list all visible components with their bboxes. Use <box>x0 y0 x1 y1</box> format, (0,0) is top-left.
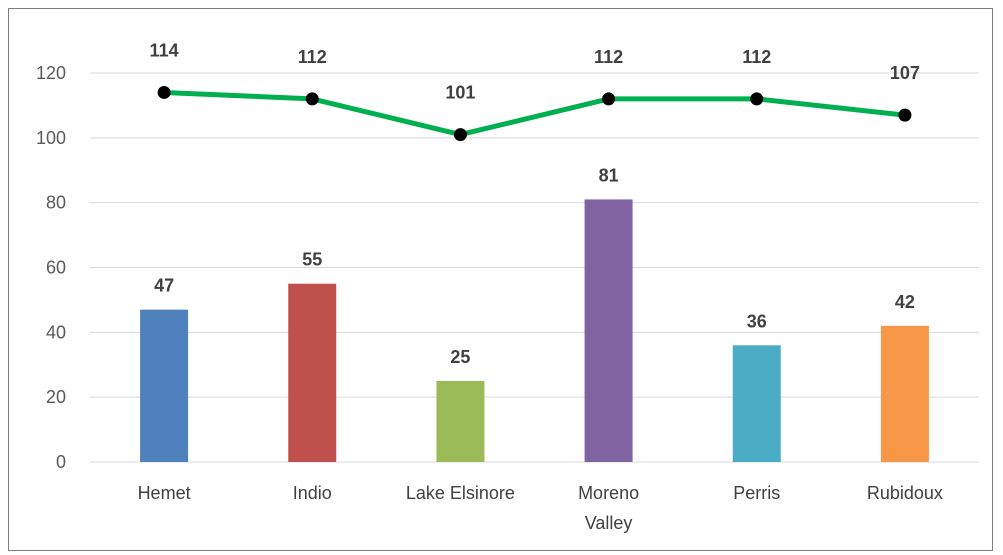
bar-moreno-valley <box>584 199 633 463</box>
x-category-label: Moreno Valley <box>578 483 639 533</box>
x-category-label: Perris <box>733 483 780 503</box>
line-data-label: 101 <box>445 83 475 103</box>
bar-data-label: 42 <box>895 292 915 312</box>
y-tick-label: 20 <box>46 387 66 407</box>
line-data-label: 114 <box>150 40 179 60</box>
x-category-label: Lake Elsinore <box>406 483 515 503</box>
y-tick-label: 120 <box>36 63 66 83</box>
line-marker <box>157 85 171 99</box>
bar-data-label: 25 <box>450 347 470 367</box>
line-data-label: 107 <box>890 63 920 83</box>
y-tick-label: 60 <box>46 258 66 278</box>
line-marker <box>750 92 764 106</box>
bar-rubidoux <box>880 325 929 462</box>
line-marker <box>898 108 912 122</box>
chart-frame: 0 20 40 60 80 100 120 47 55 25 81 36 42 114 112 101 112 1… <box>8 8 993 551</box>
combo-chart: 0 20 40 60 80 100 120 47 55 25 81 36 42 114 112 101 112 1… <box>36 40 979 533</box>
y-tick-label: 40 <box>46 322 66 342</box>
bar-indio <box>288 283 337 462</box>
y-tick-label: 100 <box>36 128 66 148</box>
x-category-label: Rubidoux <box>867 483 943 503</box>
line-series <box>163 89 906 138</box>
x-category-label: Indio <box>293 483 332 503</box>
x-category-label: Hemet <box>138 483 191 503</box>
line-marker <box>453 128 467 142</box>
line-data-label: 112 <box>742 47 771 67</box>
line-data-label: 112 <box>298 47 327 67</box>
y-tick-label: 80 <box>46 193 66 213</box>
y-tick-label: 0 <box>56 452 66 472</box>
line-marker <box>305 92 319 106</box>
bar-hemet <box>140 309 189 462</box>
bar-perris <box>732 345 781 462</box>
line-data-label: 112 <box>594 47 623 67</box>
bar-lake-elsinore <box>436 380 485 462</box>
line-marker <box>602 92 616 106</box>
bar-data-label: 55 <box>302 250 322 270</box>
bar-data-label: 81 <box>599 165 619 185</box>
bar-data-label: 36 <box>747 311 767 331</box>
bar-data-label: 47 <box>154 276 174 296</box>
